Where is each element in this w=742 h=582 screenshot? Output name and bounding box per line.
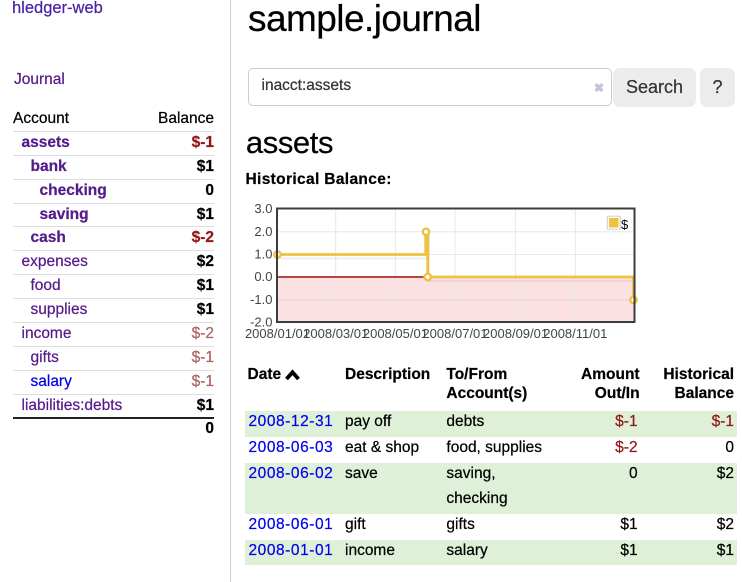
svg-text:-1.0: -1.0 bbox=[250, 292, 272, 307]
svg-text:-2.0: -2.0 bbox=[250, 315, 272, 330]
svg-text:2008/05/01: 2008/05/01 bbox=[363, 326, 428, 341]
svg-text:1.0: 1.0 bbox=[254, 247, 272, 262]
svg-text:2008/07/01: 2008/07/01 bbox=[422, 326, 487, 341]
svg-text:2008/01/01: 2008/01/01 bbox=[245, 326, 310, 341]
svg-text:2.0: 2.0 bbox=[254, 224, 272, 239]
svg-text:2008/11/01: 2008/11/01 bbox=[543, 326, 607, 341]
svg-text:0.0: 0.0 bbox=[254, 269, 272, 284]
svg-text:3.0: 3.0 bbox=[254, 201, 272, 216]
svg-text:2008/09/01: 2008/09/01 bbox=[483, 326, 548, 341]
svg-text:$: $ bbox=[621, 217, 629, 232]
svg-text:2008/03/01: 2008/03/01 bbox=[303, 326, 368, 341]
